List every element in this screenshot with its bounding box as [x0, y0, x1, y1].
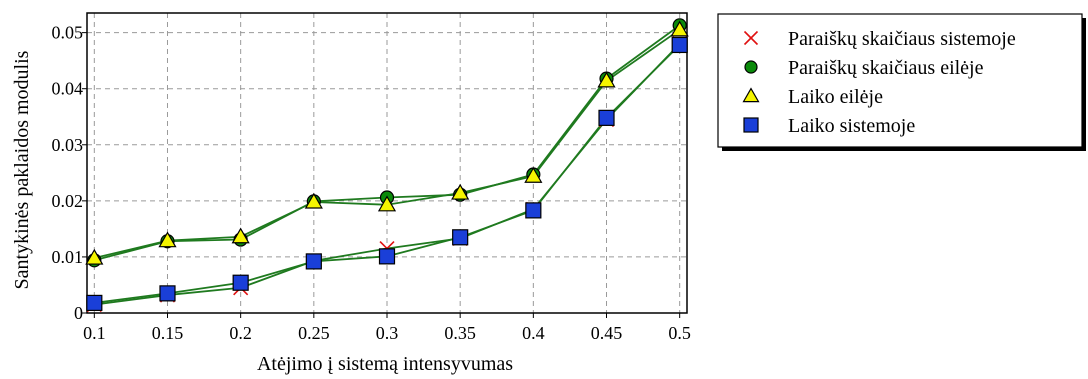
legend-marker-square	[743, 117, 759, 133]
y-tick-label: 0.04	[52, 79, 84, 99]
data-point-triangle	[304, 192, 323, 209]
legend-box	[717, 13, 1083, 148]
data-point-square	[305, 253, 322, 270]
data-point-triangle	[377, 195, 397, 212]
legend-marker-circle	[744, 60, 758, 74]
y-tick-label: 0	[74, 303, 83, 323]
y-tick-label: 0.03	[52, 135, 84, 155]
x-tick-label: 0.5	[668, 323, 691, 343]
x-tick-label: 0.45	[591, 323, 623, 343]
data-point-triangle	[597, 71, 616, 88]
legend: Paraiškų skaičiaus sistemoje Paraiškų ska…	[717, 13, 1086, 151]
y-tick-label: 0.01	[52, 247, 84, 267]
data-point-square	[671, 36, 688, 54]
x-tick-label: 0.15	[152, 323, 184, 343]
grid-lines	[87, 13, 687, 313]
legend-label: Laiko sistemoje	[788, 115, 915, 137]
marker-stroke	[743, 30, 759, 46]
y-tick-label: 0.02	[52, 191, 84, 211]
axis-ticks: 0.1 0.15 0.2 0.25 0.3 0.35 0.4 0.45 0.5 0 0.01 0.02…	[52, 23, 691, 343]
legend-label: Paraiškų skaičiaus sistemoje	[788, 28, 1016, 50]
legend-label: Laiko eilėje	[788, 86, 883, 108]
data-point-square	[525, 202, 542, 219]
data-point-square	[378, 248, 396, 265]
x-tick-label: 0.4	[522, 323, 545, 343]
data-point-triangle	[85, 248, 104, 265]
y-axis-title: Santykinės paklaidos modulis	[11, 50, 33, 289]
data-point-square	[159, 285, 176, 302]
x-tick-label: 0.25	[298, 323, 330, 343]
x-axis-title: Atėjimo į sistemą intensyvumas	[257, 353, 513, 375]
data-point-square	[86, 294, 103, 312]
x-tick-label: 0.3	[376, 323, 399, 343]
legend-label: Paraiškų skaičiaus eilėje	[788, 57, 984, 79]
data-point-triangle	[158, 231, 177, 248]
legend-marker-triangle	[742, 87, 760, 103]
x-tick-label: 0.2	[229, 323, 252, 343]
data-point-triangle	[231, 227, 250, 244]
y-tick-label: 0.05	[52, 23, 84, 43]
data-point-triangle	[670, 20, 689, 37]
data-point-square	[232, 274, 249, 291]
x-tick-label: 0.1	[83, 323, 106, 343]
x-tick-label: 0.35	[444, 323, 476, 343]
data-point-square	[452, 229, 469, 246]
series-markers	[85, 18, 689, 313]
data-point-triangle	[451, 183, 470, 200]
legend-marker-x	[743, 30, 759, 46]
data-point-triangle	[524, 166, 543, 183]
data-point-square	[598, 109, 615, 126]
